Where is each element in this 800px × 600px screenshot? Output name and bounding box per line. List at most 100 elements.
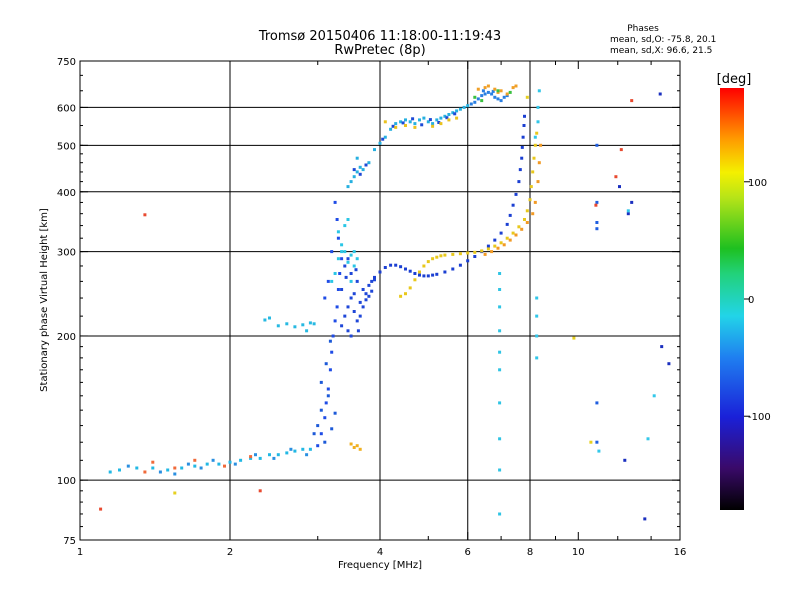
data-point [173, 472, 177, 476]
data-point [439, 122, 443, 126]
data-point [496, 90, 500, 94]
data-point [502, 95, 506, 99]
data-point [483, 252, 487, 256]
data-point [340, 250, 344, 254]
data-point [180, 466, 184, 470]
chart-title: Tromsø 20150406 11:18:00-11:19:43 [258, 29, 501, 44]
data-point [328, 368, 332, 372]
data-point [373, 148, 376, 152]
data-point [383, 135, 387, 139]
data-point [418, 270, 421, 274]
data-point [420, 123, 424, 127]
data-point [383, 120, 387, 124]
data-point [455, 116, 459, 120]
data-point [316, 444, 320, 448]
data-point [404, 267, 407, 271]
data-point [451, 111, 455, 115]
data-point [426, 120, 430, 124]
data-point [466, 251, 470, 255]
data-point [364, 163, 368, 167]
data-point [367, 294, 371, 298]
data-point [223, 464, 226, 468]
data-point [422, 274, 426, 278]
data-point [373, 275, 376, 279]
data-point [370, 289, 374, 293]
data-point [496, 246, 500, 250]
data-point [285, 322, 289, 326]
data-point [333, 272, 337, 275]
data-point [263, 318, 267, 322]
data-point [490, 250, 494, 254]
data-point [535, 296, 539, 300]
data-point [594, 203, 598, 207]
data-point [517, 180, 521, 184]
data-point [508, 238, 512, 242]
data-point [381, 137, 385, 141]
data-point [514, 84, 518, 88]
data-point [476, 87, 480, 91]
data-point [340, 243, 344, 247]
data-point [443, 270, 447, 274]
data-point [466, 259, 470, 263]
data-point [458, 107, 462, 111]
data-point [378, 141, 382, 145]
colorbar-label: [deg] [717, 72, 752, 87]
data-point [498, 401, 502, 405]
data-point [537, 161, 541, 165]
data-point [193, 464, 197, 468]
data-point [361, 168, 365, 172]
data-point [394, 125, 398, 129]
data-point [404, 124, 407, 127]
data-point [499, 241, 503, 245]
data-point [268, 316, 271, 320]
data-point [511, 231, 515, 235]
data-point [505, 92, 509, 96]
data-point [532, 156, 536, 160]
data-point [364, 292, 368, 296]
data-point [355, 444, 359, 448]
data-point [344, 275, 348, 279]
data-point [533, 200, 537, 204]
data-point [595, 440, 599, 444]
data-point [447, 113, 451, 116]
data-point [408, 269, 412, 273]
data-point [529, 185, 533, 189]
data-point [511, 203, 515, 207]
axis-ticks: 1 2 4 6 8 10 16 75 100 200 300 400 500 600 750 [57, 57, 686, 558]
data-point [595, 401, 599, 405]
data-point [498, 437, 502, 441]
colorbar-ticks: 100 0 -100 [744, 178, 771, 423]
data-point [143, 213, 147, 217]
data-point [378, 270, 382, 274]
data-point [268, 453, 271, 457]
data-point [431, 273, 435, 277]
data-point [293, 325, 297, 329]
data-point [521, 135, 525, 139]
x-tick-label: 10 [572, 547, 585, 558]
data-point [352, 446, 356, 449]
data-point [308, 321, 312, 325]
data-point [435, 272, 439, 276]
y-tick-label: 100 [57, 476, 76, 487]
data-point [525, 209, 529, 213]
data-point [502, 243, 506, 247]
data-point [453, 112, 457, 116]
y-tick-label: 600 [57, 103, 76, 114]
data-point [349, 334, 353, 338]
data-point [595, 200, 599, 204]
data-point [498, 305, 502, 309]
data-point [289, 447, 293, 451]
data-point [355, 319, 359, 323]
data-point [498, 272, 502, 275]
data-point [305, 329, 309, 333]
data-point [346, 329, 350, 333]
data-point [536, 120, 540, 124]
data-point [211, 458, 215, 462]
y-tick-label: 200 [57, 332, 76, 343]
data-point [346, 257, 350, 261]
data-point [336, 236, 340, 240]
data-point [217, 462, 221, 466]
data-point [254, 453, 257, 457]
y-tick-label: 300 [57, 248, 76, 259]
